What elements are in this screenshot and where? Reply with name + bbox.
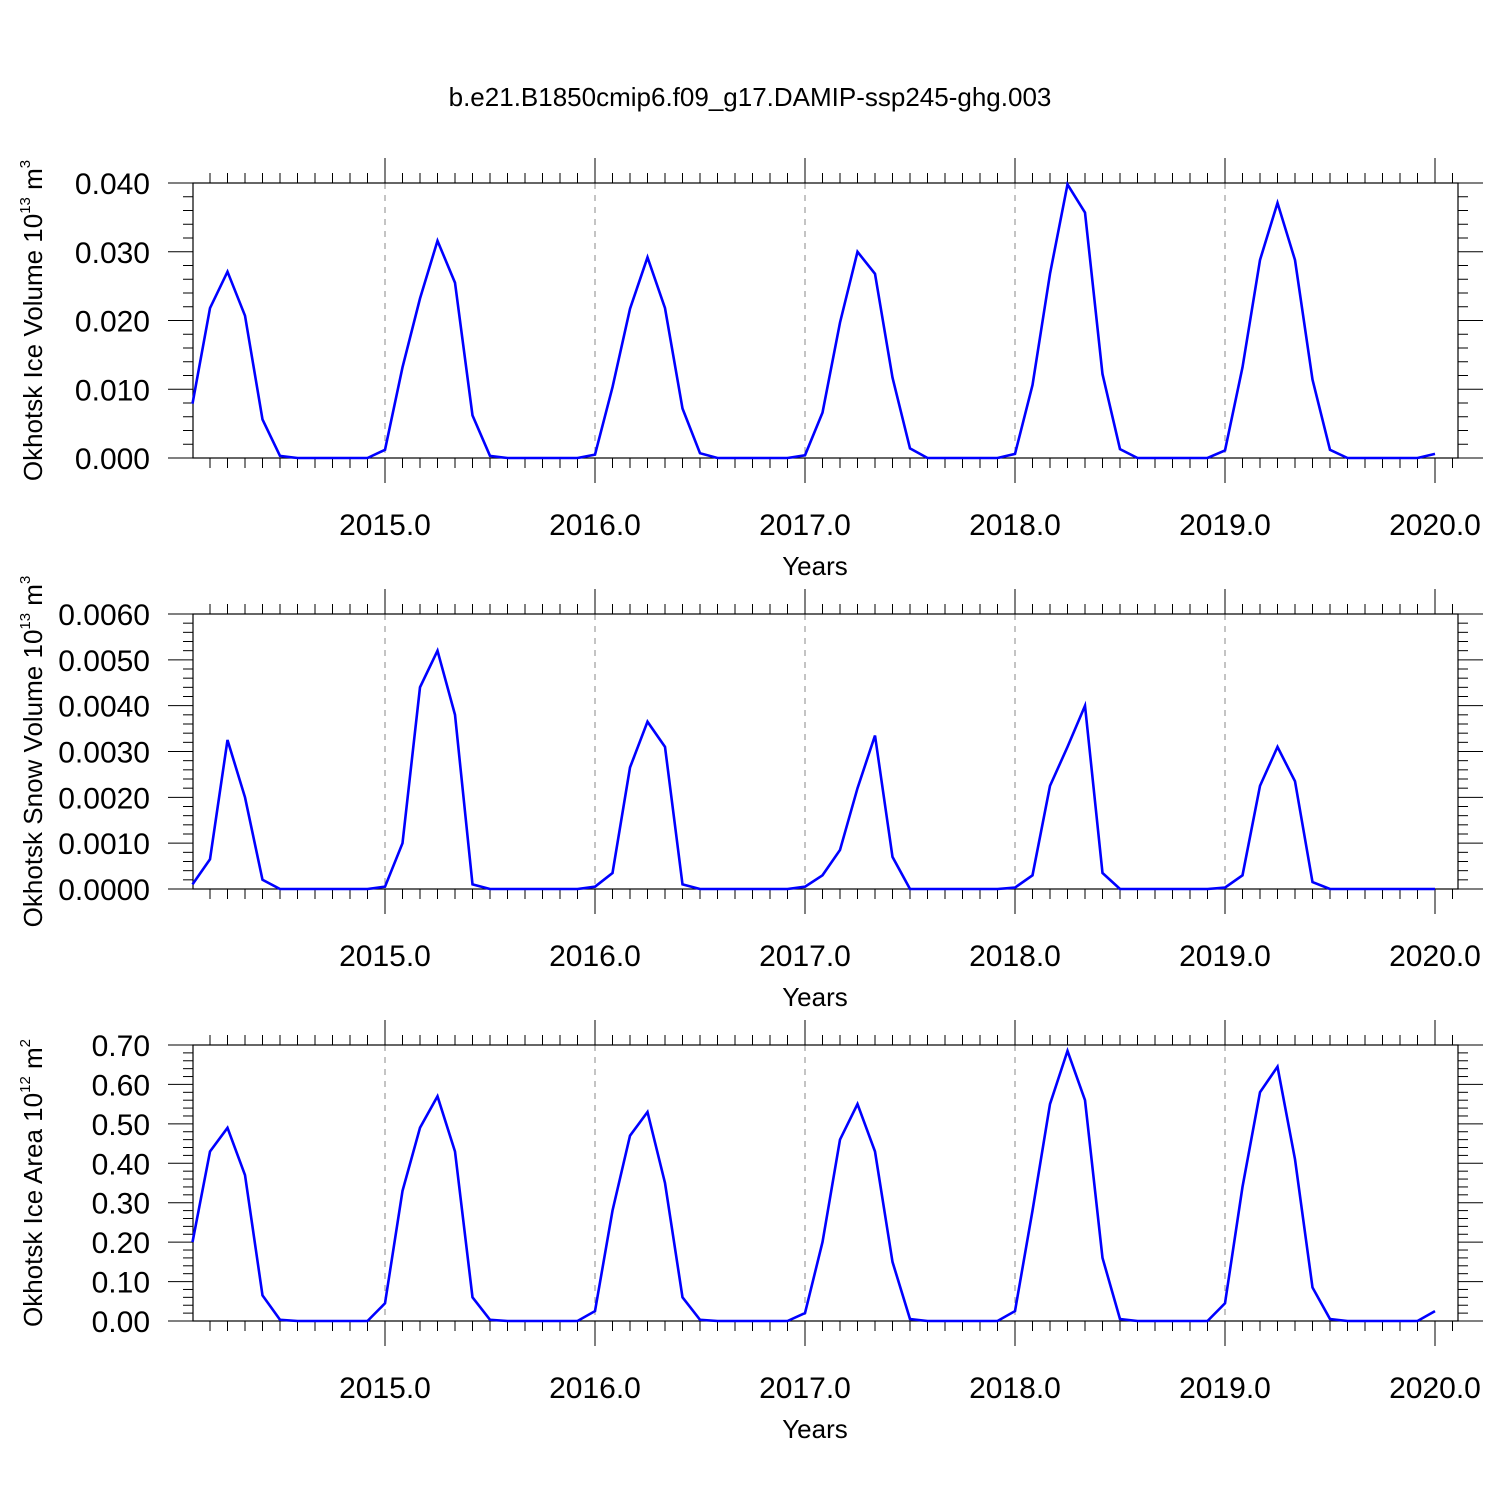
x-tick-label: 2018.0 bbox=[969, 940, 1061, 973]
y-tick-label: 0.20 bbox=[92, 1227, 150, 1260]
y-tick-label: 0.000 bbox=[75, 443, 150, 476]
x-tick-label: 2018.0 bbox=[969, 1372, 1061, 1405]
x-tick-label: 2019.0 bbox=[1179, 1372, 1271, 1405]
x-tick-label: 2016.0 bbox=[549, 940, 641, 973]
y-tick-label: 0.70 bbox=[92, 1030, 150, 1063]
y-tick-label: 0.0050 bbox=[58, 645, 150, 678]
y-tick-label: 0.0000 bbox=[58, 874, 150, 907]
x-tick-label: 2019.0 bbox=[1179, 509, 1271, 542]
x-tick-label: 2017.0 bbox=[759, 1372, 851, 1405]
y-tick-label: 0.020 bbox=[75, 306, 150, 339]
y-tick-label: 0.00 bbox=[92, 1306, 150, 1339]
y-tick-label: 0.40 bbox=[92, 1148, 150, 1181]
x-tick-label: 2020.0 bbox=[1389, 1372, 1481, 1405]
x-tick-label: 2016.0 bbox=[549, 1372, 641, 1405]
y-tick-label: 0.030 bbox=[75, 237, 150, 270]
y-tick-label: 0.0020 bbox=[58, 782, 150, 815]
x-tick-label: 2017.0 bbox=[759, 940, 851, 973]
y-tick-label: 0.0030 bbox=[58, 737, 150, 770]
chart-panels: 2015.0 2016.0 2017.0 2018.0 2019.0 2020.0 0.00… bbox=[17, 158, 1483, 1444]
x-tick-label: 2020.0 bbox=[1389, 509, 1481, 542]
plot-frame bbox=[192, 1044, 1459, 1322]
x-tick-label: 2019.0 bbox=[1179, 940, 1271, 973]
panel-2: 2015.0 2016.0 2017.0 2018.0 2019.0 2020.0 0.00… bbox=[17, 576, 1483, 1012]
panel-3: 2015.0 2016.0 2017.0 2018.0 2019.0 2020.0 0.00… bbox=[17, 1020, 1483, 1444]
x-tick-label: 2018.0 bbox=[969, 509, 1061, 542]
y-tick-label: 0.040 bbox=[75, 168, 150, 201]
x-axis-label: Years bbox=[782, 1414, 848, 1444]
y-tick-label: 0.0010 bbox=[58, 828, 150, 861]
y-tick-label: 0.60 bbox=[92, 1069, 150, 1102]
chart-title: b.e21.B1850cmip6.f09_g17.DAMIP-ssp245-gh… bbox=[449, 82, 1052, 112]
series-line bbox=[191, 646, 1435, 891]
y-tick-label: 0.50 bbox=[92, 1109, 150, 1142]
x-tick-label: 2015.0 bbox=[339, 940, 431, 973]
y-tick-label: 0.0060 bbox=[58, 599, 150, 632]
y-tick-label: 0.30 bbox=[92, 1188, 150, 1221]
x-tick-label: 2020.0 bbox=[1389, 940, 1481, 973]
series-line bbox=[191, 180, 1436, 460]
panel-1: 2015.0 2016.0 2017.0 2018.0 2019.0 2020.0 0.00… bbox=[17, 158, 1483, 581]
x-tick-label: 2015.0 bbox=[339, 1372, 431, 1405]
y-axis-label: Okhotsk Ice Volume 1013 m3 bbox=[17, 160, 48, 481]
y-tick-label: 0.010 bbox=[75, 374, 150, 407]
x-ticks bbox=[209, 589, 1453, 914]
x-axis-label: Years bbox=[782, 982, 848, 1012]
x-ticks bbox=[209, 1020, 1453, 1346]
y-axis-label: Okhotsk Ice Area 1012 m2 bbox=[17, 1039, 48, 1327]
x-tick-label: 2015.0 bbox=[339, 509, 431, 542]
y-tick-label: 0.0040 bbox=[58, 691, 150, 724]
y-tick-label: 0.10 bbox=[92, 1267, 150, 1300]
series-line bbox=[191, 1046, 1436, 1323]
x-axis-label: Years bbox=[782, 551, 848, 581]
x-tick-label: 2016.0 bbox=[549, 509, 641, 542]
x-tick-label: 2017.0 bbox=[759, 509, 851, 542]
y-axis-label: Okhotsk Snow Volume 1013 m3 bbox=[17, 576, 48, 928]
x-ticks bbox=[209, 158, 1453, 483]
